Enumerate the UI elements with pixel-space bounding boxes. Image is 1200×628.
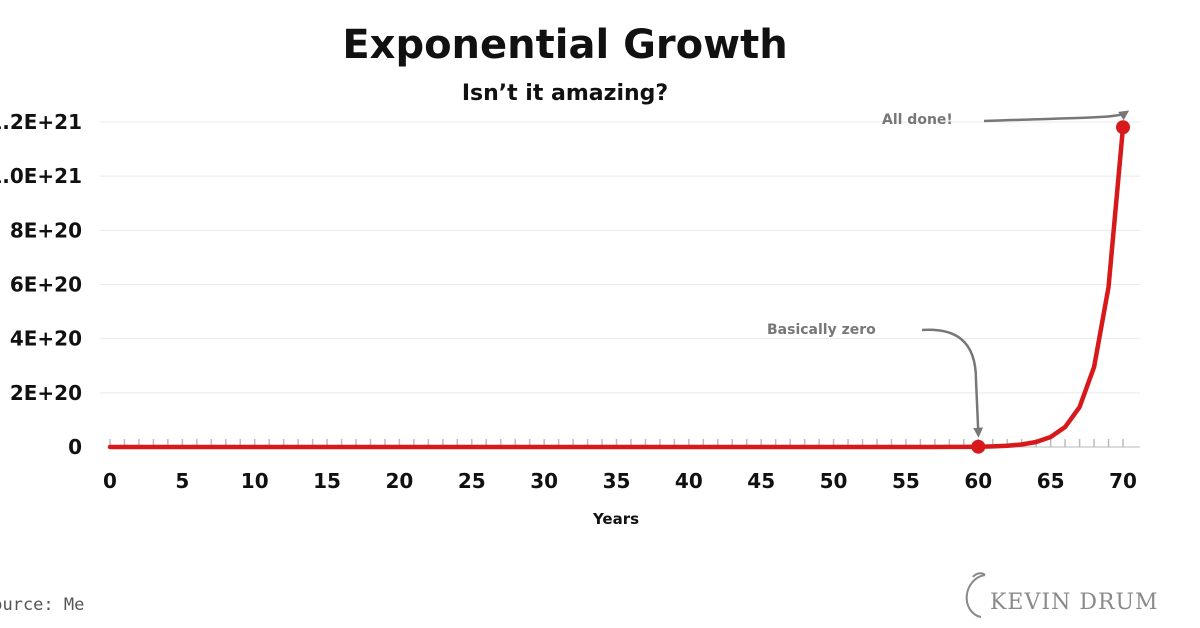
y-tick-label: 1.0E+21 <box>0 164 82 188</box>
x-tick-label: 20 <box>386 469 414 493</box>
x-tick-label: 35 <box>603 469 631 493</box>
y-tick-label: 4E+20 <box>10 327 82 351</box>
bear-icon <box>965 572 986 618</box>
y-tick-label: 2E+20 <box>10 381 82 405</box>
x-tick-label: 10 <box>241 469 269 493</box>
x-tick-label: 30 <box>530 469 558 493</box>
annotation-label: All done! <box>882 112 953 128</box>
x-tick-label: 50 <box>820 469 848 493</box>
highlight-point <box>971 439 986 454</box>
y-tick-label: 0 <box>68 435 82 459</box>
x-tick-label: 40 <box>675 469 703 493</box>
y-tick-label: 8E+20 <box>10 218 82 242</box>
highlight-point <box>1116 120 1130 135</box>
series-layer <box>107 120 1130 454</box>
x-tick-label: 45 <box>747 469 775 493</box>
grid <box>100 121 1140 394</box>
x-tick-label: 55 <box>892 469 920 493</box>
chart-title: Exponential Growth <box>342 22 787 68</box>
x-tick-label: 70 <box>1109 469 1137 493</box>
x-axis-label: Years <box>592 510 639 528</box>
y-axis: 0 2E+20 4E+20 6E+20 8E+20 1.0E+21 1.2E+21 <box>0 110 82 459</box>
x-tick-label: 15 <box>313 469 341 493</box>
annotation-label: Basically zero <box>767 322 876 338</box>
annotations: Basically zero All done! <box>767 110 1130 438</box>
x-tick-label: 0 <box>103 469 117 493</box>
x-tick-label: 25 <box>458 469 486 493</box>
source-note: Source: Me <box>0 595 84 615</box>
y-tick-label: 6E+20 <box>10 273 82 297</box>
chart-subtitle: Isn’t it amazing? <box>462 81 668 106</box>
annotation-arrow <box>983 110 1130 123</box>
brand-logo: KEVIN DRUM <box>965 572 1159 618</box>
y-tick-label: 1.2E+21 <box>0 110 82 134</box>
brand-name: KEVIN DRUM <box>990 590 1159 615</box>
annotation-arrow <box>921 328 984 438</box>
x-tick-label: 60 <box>964 469 992 493</box>
x-tick-label: 5 <box>175 469 189 493</box>
x-tick-label: 65 <box>1037 469 1065 493</box>
series-line <box>107 125 1126 450</box>
